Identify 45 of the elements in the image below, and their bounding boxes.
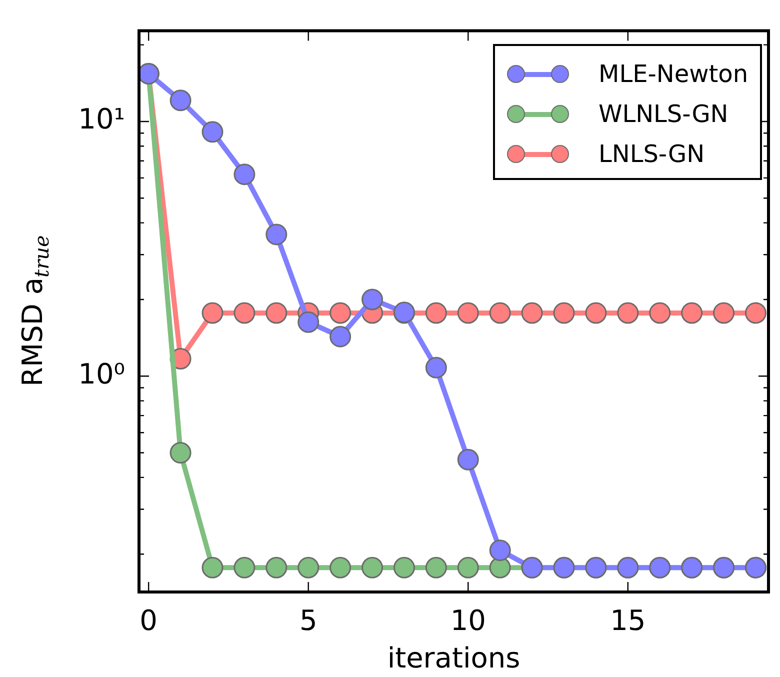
point: [457, 448, 479, 470]
point: [681, 302, 703, 324]
point: [330, 302, 352, 324]
point: [202, 121, 224, 143]
point: [266, 302, 288, 324]
x-axis-title: iterations: [387, 641, 520, 674]
y-tick-label: 10¹: [78, 102, 125, 136]
point: [202, 556, 224, 578]
point: [202, 302, 224, 324]
x-tick-label: 10: [450, 604, 486, 638]
x-tick-label: 0: [140, 604, 158, 638]
point: [649, 302, 671, 324]
point: [457, 556, 479, 578]
point: [330, 556, 352, 578]
point: [170, 442, 192, 464]
point: [553, 302, 575, 324]
point: [234, 164, 256, 186]
point: [266, 556, 288, 578]
point: [330, 326, 352, 348]
x-tick-label: 15: [610, 604, 646, 638]
point: [170, 90, 192, 112]
point: [617, 302, 639, 324]
legend-label: LNLS-GN: [598, 140, 705, 168]
point: [362, 556, 384, 578]
point: [585, 302, 607, 324]
point: [521, 302, 543, 324]
point: [234, 556, 256, 578]
point: [489, 302, 511, 324]
point: [393, 556, 415, 578]
point: [266, 224, 288, 246]
x-tick-label: 5: [299, 604, 318, 638]
legend-label: WLNLS-GN: [598, 100, 728, 128]
legend-label: MLE-Newton: [598, 60, 748, 88]
point: [744, 302, 766, 324]
y-tick-label: 10⁰: [78, 357, 125, 390]
point: [425, 356, 447, 378]
point: [713, 302, 735, 324]
point: [298, 556, 320, 578]
point: [489, 540, 511, 562]
point: [425, 302, 447, 324]
point: [298, 311, 320, 333]
point: [425, 556, 447, 578]
point: [457, 302, 479, 324]
point: [234, 302, 256, 324]
point: [362, 288, 384, 310]
